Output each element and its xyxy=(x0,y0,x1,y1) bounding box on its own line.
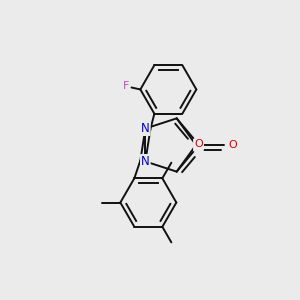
Text: O: O xyxy=(194,140,203,149)
Text: F: F xyxy=(123,82,130,92)
Text: O: O xyxy=(194,141,203,151)
Text: N: N xyxy=(141,155,150,168)
Text: O: O xyxy=(229,140,237,150)
Text: N: N xyxy=(141,122,150,135)
